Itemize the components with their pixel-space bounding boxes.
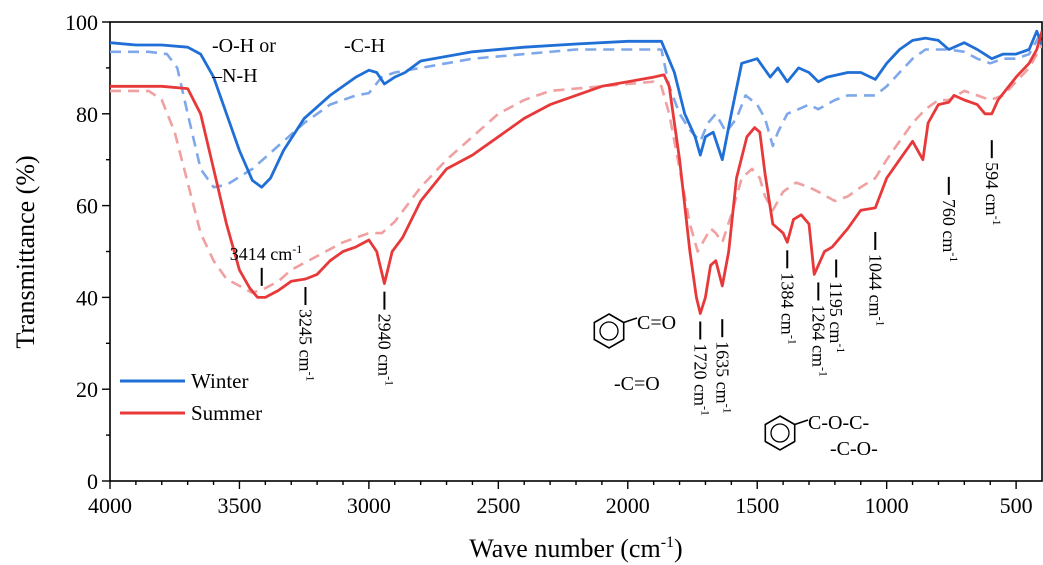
x-tick-label: 500 [1000, 493, 1033, 518]
peak-label: 3245 cm-1 [295, 309, 317, 382]
legend: Winter Summer [120, 369, 262, 425]
group-label-co2: -C-O- [830, 438, 878, 460]
x-tick-label: 3500 [217, 493, 261, 518]
peak-label: 1635 cm-1 [712, 341, 734, 414]
x-tick-label: 4000 [88, 493, 132, 518]
x-axis-title-end: ) [674, 534, 683, 563]
peak-label: 1195 cm-1 [826, 282, 848, 354]
benzene-ring-icon [594, 314, 637, 348]
group-label-coc: C-O-C- [808, 412, 869, 434]
y-tick-label: 80 [76, 102, 98, 127]
x-tick-label: 1000 [865, 493, 909, 518]
peak-label: 2940 cm-1 [374, 314, 396, 387]
peak-label: 594 cm-1 [982, 162, 1004, 226]
y-tick-label: 20 [76, 377, 98, 402]
x-axis-title-sup: -1 [661, 534, 674, 551]
group-label-nh: –N-H [211, 65, 258, 87]
legend-label-winter: Winter [191, 369, 248, 393]
y-tick-label: 60 [76, 194, 98, 219]
group-label-co-aryl: C=O [637, 312, 676, 334]
group-label-ch: -C-H [344, 35, 385, 57]
x-tick-label: 2500 [476, 493, 520, 518]
peak-label: 3414 cm-1 [230, 242, 303, 264]
series-winter-dashed-line [110, 36, 1042, 187]
legend-label-summer: Summer [191, 401, 262, 425]
peak-label: 1044 cm-1 [865, 254, 887, 327]
x-tick-label: 3000 [347, 493, 391, 518]
y-tick-label: 100 [65, 10, 98, 35]
group-label-oh: -O-H or [212, 35, 276, 57]
y-tick-label: 0 [87, 469, 98, 494]
y-axis-title: Transmittance (%) [11, 155, 40, 348]
y-tick-label: 40 [76, 285, 98, 310]
peak-label: 1720 cm-1 [690, 343, 712, 416]
peak-label: 1384 cm-1 [777, 272, 799, 345]
x-axis-title: Wave number (cm-1) [469, 534, 682, 563]
x-tick-label: 1500 [735, 493, 779, 518]
x-axis-title-main: Wave number (cm [469, 534, 660, 563]
x-tick-label: 2000 [606, 493, 650, 518]
peak-label: 760 cm-1 [939, 199, 961, 263]
group-label-co: -C=O [614, 373, 660, 395]
benzene-ring-icon [765, 416, 808, 450]
